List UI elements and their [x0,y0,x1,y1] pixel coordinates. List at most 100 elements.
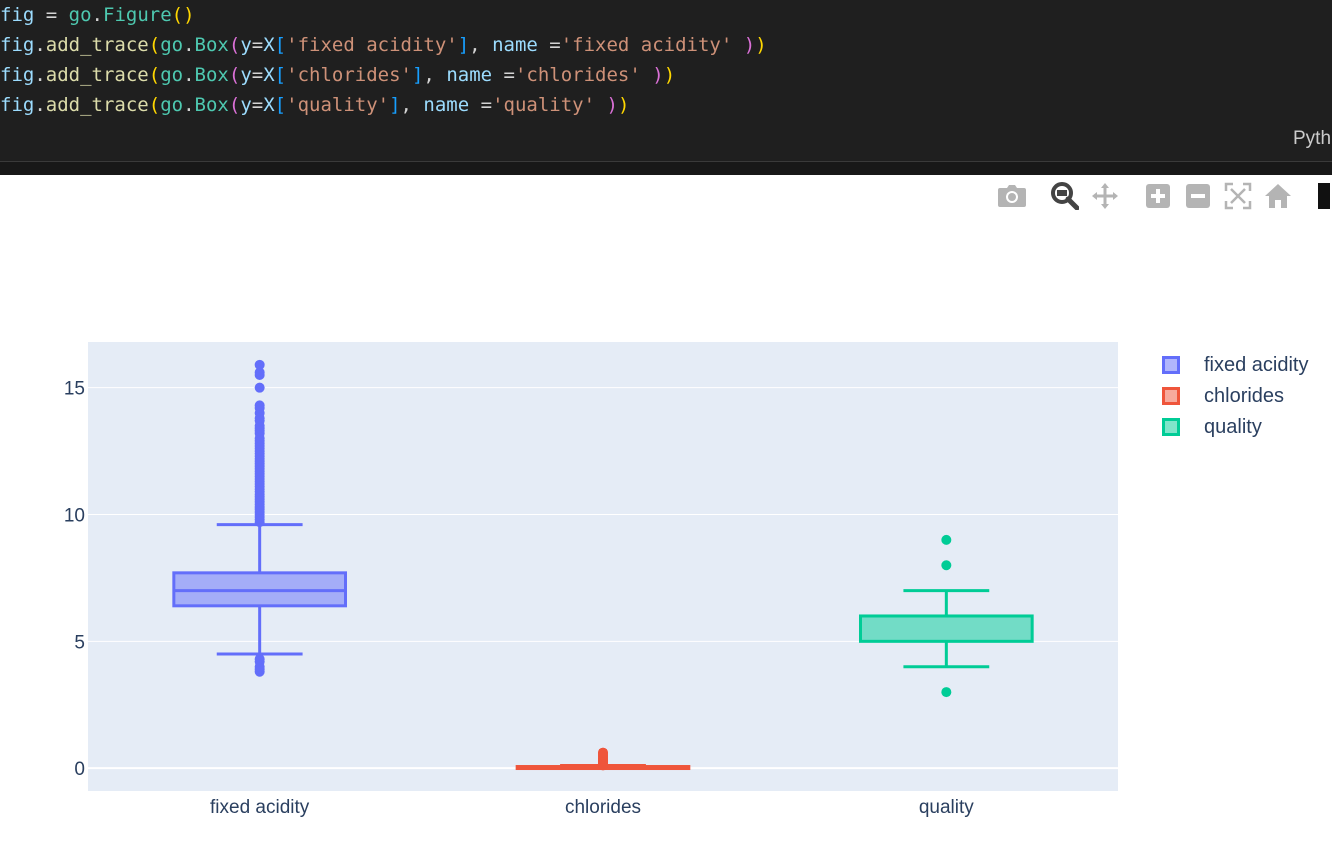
code-token: ( [228,64,241,86]
code-token: fig [0,94,35,116]
code-token: = [251,94,264,116]
code-token: [ [274,94,287,116]
code-token: name [446,64,493,86]
code-token: [ [274,64,287,86]
code-token: ( [148,94,161,116]
code-editor[interactable]: fig = go.Figure() fig.add_trace(go.Box(y=… [0,0,767,120]
code-cell[interactable]: fig = go.Figure() fig.add_trace(go.Box(y=… [0,0,1332,162]
zoom-out-icon[interactable] [1182,180,1214,212]
code-token: fig [0,64,35,86]
code-token: fig [0,4,35,26]
legend-item[interactable]: chlorides [1160,383,1284,409]
code-token: add_trace [45,94,149,116]
code-token: ] [457,34,470,56]
y-tick-label: 0 [74,759,85,780]
code-token: Figure [103,4,172,26]
language-label[interactable]: Pyth [1293,128,1332,149]
output-toolbar [0,162,1332,175]
code-token: . [183,94,195,116]
zoom-icon[interactable] [1049,180,1081,212]
outlier-point [254,400,265,411]
outlier-point [598,747,608,758]
code-token: ( [228,94,241,116]
code-token: = [492,64,515,86]
autoscale-icon[interactable] [1222,180,1254,212]
code-token: add_trace [45,34,149,56]
legend-label: fixed acidity [1204,353,1309,376]
zoom-in-icon[interactable] [1142,180,1174,212]
legend-item[interactable]: fixed acidity [1160,352,1309,378]
box-trace[interactable] [172,359,347,677]
code-token: ] [389,94,401,116]
code-token: Box [194,94,229,116]
legend-label: chlorides [1204,384,1285,407]
code-token: () [171,4,195,26]
x-axis-ticks: fixed acidity chlorides quality [210,797,974,818]
code-token: go [160,64,184,86]
legend-label: quality [1204,415,1262,438]
code-token: 'chlorides' [514,64,641,86]
code-token: fig [0,34,35,56]
outlier-point [941,560,952,571]
x-tick-label: chlorides [565,797,641,818]
code-token: y [240,94,252,116]
code-token: 'quality' [286,94,390,116]
code-token: = [469,94,493,116]
box-traces [172,359,1034,771]
outlier-point [254,359,265,370]
code-token: . [34,94,46,116]
box-trace[interactable] [859,534,1034,698]
code-token: ] [411,64,424,86]
code-token: 'quality' [492,94,596,116]
cell-divider [0,161,1332,162]
plotly-logo-icon[interactable] [1318,183,1330,209]
code-token: y [240,34,252,56]
code-token [641,64,652,86]
code-token: ( [228,34,241,56]
code-token: X [263,64,275,86]
camera-icon[interactable] [996,180,1028,212]
code-line[interactable]: fig.add_trace(go.Box(y=X['quality'], nam… [0,90,767,120]
code-token: = [251,64,264,86]
pan-icon[interactable] [1089,180,1121,212]
y-tick-label: 15 [64,379,85,400]
code-token [732,34,743,56]
code-token: ) [755,34,767,56]
legend-swatch [1162,356,1180,374]
code-token: = [537,34,561,56]
code-token: 'chlorides' [286,64,412,86]
code-token: ) [652,64,664,86]
code-token: = [34,4,69,26]
code-token: [ [274,34,287,56]
x-tick-label: quality [919,797,974,818]
code-token: . [91,4,103,26]
code-token: 'fixed acidity' [560,34,733,56]
outlier-point [254,654,265,665]
code-token: Box [194,64,229,86]
code-token: X [263,94,275,116]
code-line[interactable]: fig = go.Figure() [0,0,767,30]
code-line[interactable]: fig.add_trace(go.Box(y=X['fixed acidity'… [0,30,767,60]
outlier-point [254,367,265,378]
outlier-point [254,382,265,393]
code-token: ( [148,64,161,86]
legend-swatch [1162,387,1180,405]
code-token: go [160,34,184,56]
code-token [595,94,606,116]
code-token: y [240,64,252,86]
code-token: X [263,34,275,56]
code-token: ) [663,64,676,86]
code-line[interactable]: fig.add_trace(go.Box(y=X['chlorides'], n… [0,60,767,90]
code-token: Box [194,34,229,56]
y-tick-label: 5 [74,632,85,653]
box-trace[interactable] [515,747,691,771]
y-axis-ticks: 0 5 10 15 [64,379,85,781]
code-token: , [423,64,447,86]
outlier-point [941,687,952,698]
code-token: , [400,94,424,116]
code-token: . [34,64,46,86]
box-plot-chart: 0 5 10 15 fixed acidity chlorides quality [64,342,1118,818]
home-icon[interactable] [1262,180,1294,212]
code-token: . [183,64,195,86]
legend-item[interactable]: quality [1160,414,1262,440]
